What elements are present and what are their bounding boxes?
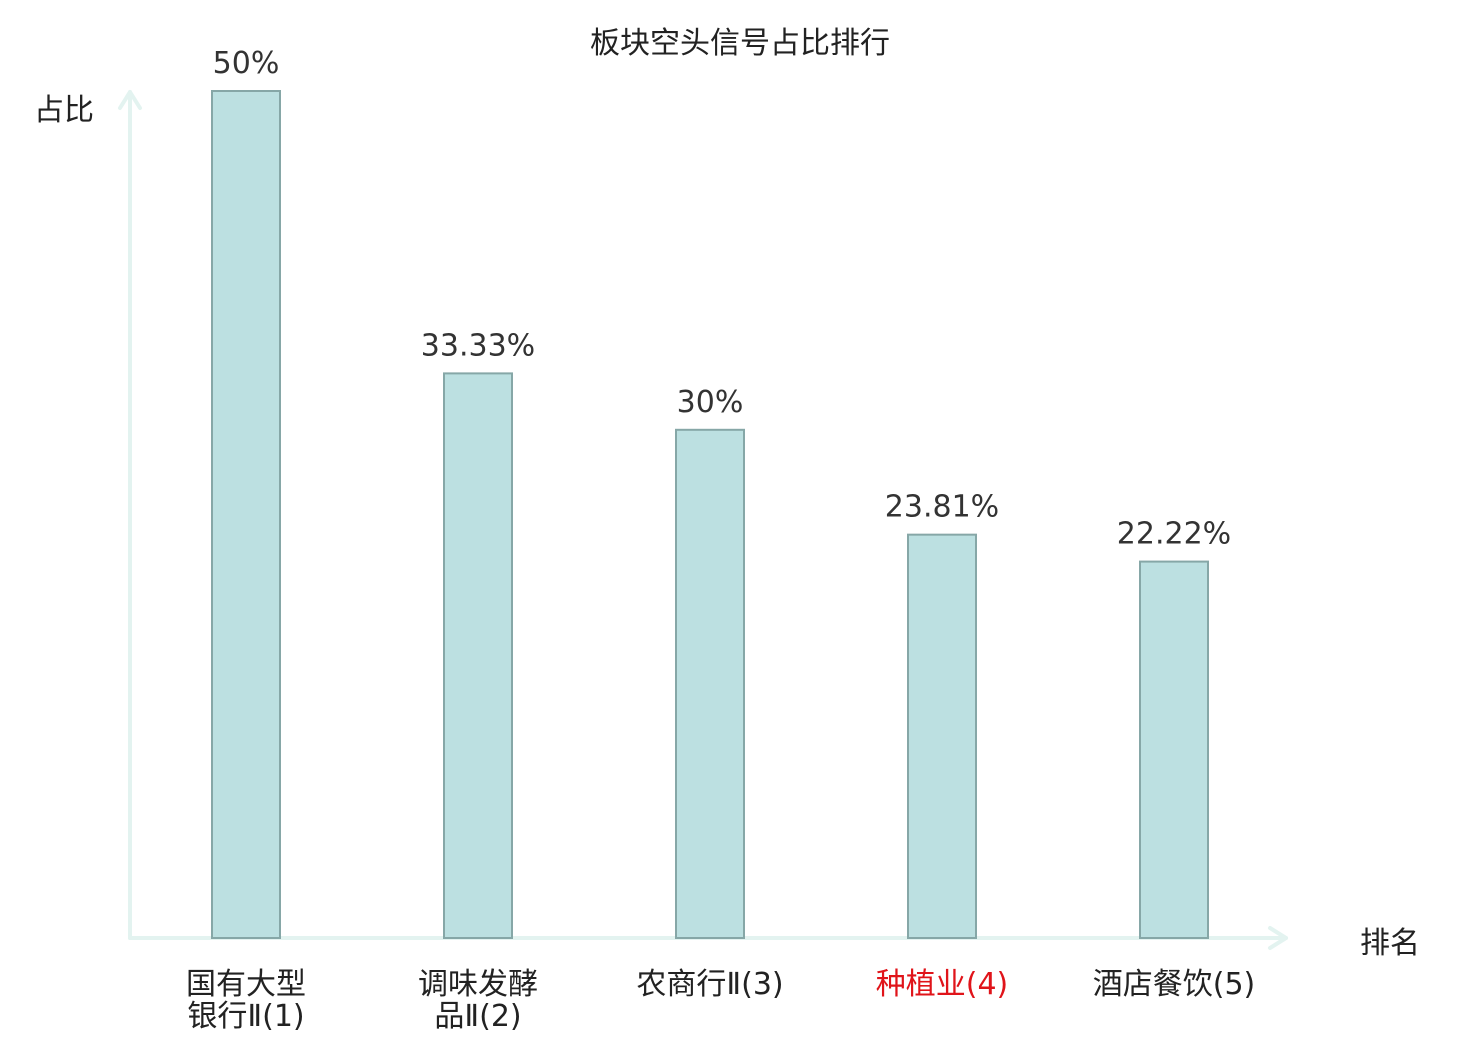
x-axis-arrow (1268, 926, 1288, 950)
chart-title: 板块空头信号占比排行 (590, 26, 890, 61)
value-label-2: 33.33% (421, 328, 535, 363)
bar-5 (1139, 560, 1209, 939)
y-axis-arrow (118, 90, 142, 110)
value-label-5: 22.22% (1117, 517, 1231, 552)
category-label-1-line-1: 国有大型 (186, 967, 306, 1002)
value-label-4: 23.81% (885, 490, 999, 525)
category-label-5-line-1: 酒店餐饮(5) (1093, 967, 1256, 1002)
category-label-4-line-1: 种植业(4) (876, 967, 1009, 1002)
bars-group (211, 90, 1209, 940)
category-label-2-line-2: 品Ⅱ(2) (434, 999, 521, 1034)
category-label-2-line-1: 调味发酵 (418, 967, 538, 1002)
value-label-1: 50% (213, 46, 280, 81)
bar-3 (675, 428, 745, 939)
bar-1 (211, 90, 281, 939)
bar-2 (443, 372, 513, 940)
y-axis-label: 占比 (34, 93, 94, 128)
value-labels-group: 50% 33.33% 30% 23.81% 22.22% (213, 46, 1232, 552)
bar-4 (907, 533, 977, 940)
category-label-3-line-1: 农商行Ⅱ(3) (636, 967, 783, 1002)
category-label-1-line-2: 银行Ⅱ(1) (187, 999, 304, 1034)
x-axis-label: 排名 (1360, 926, 1420, 961)
value-label-3: 30% (677, 385, 744, 420)
